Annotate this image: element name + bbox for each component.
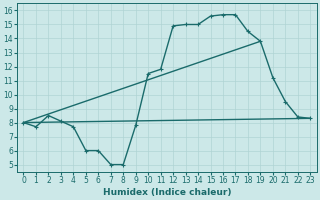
X-axis label: Humidex (Indice chaleur): Humidex (Indice chaleur) [103,188,231,197]
